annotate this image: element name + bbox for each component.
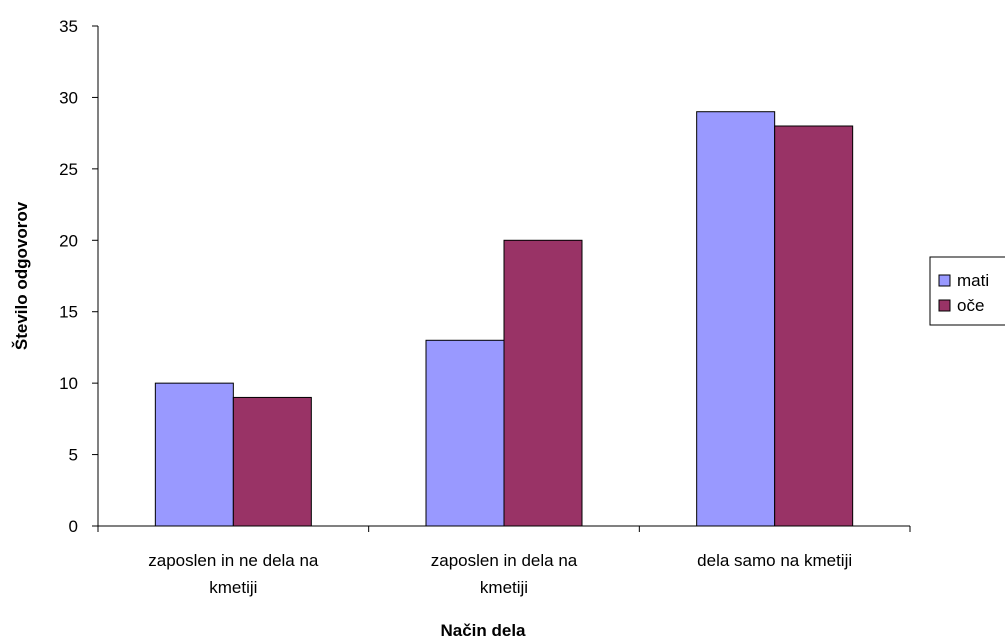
y-tick-label: 20	[59, 231, 78, 250]
bar-mati-1	[154, 382, 234, 527]
y-tick-label: 30	[59, 88, 78, 107]
bar-mati-2	[425, 339, 505, 527]
category-label: zaposlen in dela na	[431, 551, 578, 570]
y-axis-title: Število odgovorov	[12, 201, 31, 350]
category-label: kmetiji	[209, 578, 257, 597]
legend: mati oče	[929, 256, 1005, 326]
category-labels: zaposlen in ne dela na kmetiji zaposlen in…	[148, 551, 852, 597]
y-tick-label: 10	[59, 374, 78, 393]
bar-mati-3	[696, 111, 776, 527]
y-axis-ticks: 0 5 10 15 20 25 30 35	[59, 17, 98, 536]
x-axis-title: Način dela	[440, 621, 526, 640]
legend-label: oče	[957, 296, 984, 315]
legend-swatch	[938, 299, 951, 312]
y-tick-label: 25	[59, 160, 78, 179]
bars	[154, 111, 854, 527]
category-label: kmetiji	[480, 578, 528, 597]
legend-label: mati	[957, 271, 989, 290]
legend-frame	[929, 256, 1005, 326]
y-tick-label: 0	[69, 517, 78, 536]
y-tick-label: 15	[59, 303, 78, 322]
bar-o-e-3	[774, 125, 854, 527]
x-axis-ticks	[97, 526, 911, 532]
category-label: zaposlen in ne dela na	[148, 551, 319, 570]
y-tick-label: 35	[59, 17, 78, 36]
legend-swatch	[938, 274, 951, 287]
y-tick-label: 5	[69, 446, 78, 465]
bar-o-e-1	[232, 396, 312, 527]
category-label: dela samo na kmetiji	[697, 551, 852, 570]
bar-o-e-2	[503, 239, 583, 527]
